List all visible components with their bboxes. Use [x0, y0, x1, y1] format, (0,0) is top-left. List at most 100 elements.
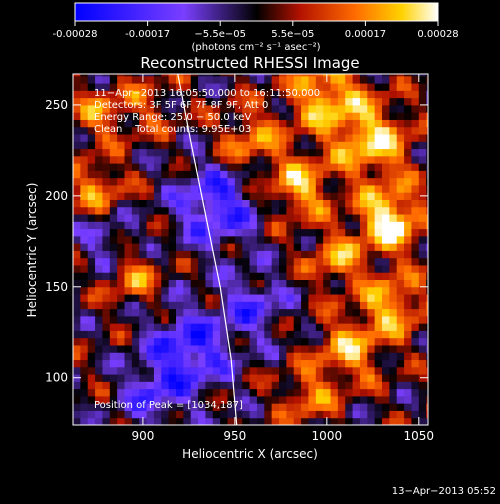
heatmap-cell	[404, 264, 412, 273]
heatmap-cell	[286, 228, 295, 237]
heatmap-cell	[352, 279, 361, 288]
heatmap-cell	[183, 243, 192, 251]
heatmap-cell	[337, 395, 346, 404]
heatmap-cell	[367, 330, 376, 339]
heatmap-cell	[256, 330, 265, 339]
heatmap-cell	[345, 126, 354, 135]
heatmap-cell	[330, 257, 339, 266]
heatmap-cell	[301, 112, 309, 120]
heatmap-cell	[168, 388, 177, 397]
heatmap-cell	[249, 75, 258, 84]
heatmap-cell	[87, 184, 96, 193]
heatmap-cell	[367, 395, 376, 404]
heatmap-cell	[153, 286, 162, 295]
heatmap-cell	[308, 323, 317, 331]
heatmap-cell	[256, 97, 265, 106]
heatmap-cell	[374, 75, 383, 84]
heatmap-cell	[404, 250, 412, 259]
heatmap-cell	[359, 83, 368, 91]
heatmap-cell	[264, 221, 273, 230]
heatmap-cell	[286, 279, 295, 288]
heatmap-cell	[102, 243, 111, 251]
heatmap-cell	[87, 170, 96, 179]
heatmap-cell	[117, 417, 126, 425]
heatmap-cell	[337, 359, 346, 368]
heatmap-cell	[117, 75, 126, 84]
heatmap-cell	[256, 308, 265, 317]
heatmap-cell	[73, 366, 81, 375]
heatmap-cell	[80, 381, 89, 390]
heatmap-cell	[426, 134, 428, 142]
heatmap-cell	[117, 374, 126, 382]
heatmap-cell	[411, 337, 420, 346]
heatmap-cell	[337, 323, 346, 331]
heatmap-cell	[426, 330, 428, 339]
heatmap-cell	[323, 97, 332, 106]
heatmap-cell	[426, 286, 428, 295]
heatmap-cell	[264, 344, 273, 353]
heatmap-cell	[426, 112, 428, 120]
heatmap-cell	[95, 279, 103, 288]
heatmap-cell	[426, 359, 428, 368]
heatmap-cell	[352, 235, 361, 244]
heatmap-cell	[426, 366, 428, 375]
heatmap-cell	[382, 315, 390, 324]
heatmap-cell	[198, 170, 206, 179]
heatmap-cell	[418, 366, 427, 375]
heatmap-cell	[359, 184, 368, 193]
heatmap-cell	[87, 344, 96, 353]
heatmap-cell	[418, 177, 427, 186]
heatmap-cell	[345, 366, 354, 375]
heatmap-cell	[161, 243, 170, 251]
heatmap-cell	[73, 243, 81, 251]
heatmap-cell	[124, 228, 133, 237]
heatmap-cell	[315, 410, 324, 419]
heatmap-cell	[205, 221, 214, 230]
heatmap-cell	[212, 90, 221, 99]
heatmap-cell	[279, 257, 287, 266]
heatmap-cell	[293, 294, 302, 302]
heatmap-cell	[176, 134, 184, 142]
heatmap-cell	[293, 257, 302, 266]
heatmap-cell	[176, 366, 184, 375]
heatmap-cell	[279, 90, 287, 99]
heatmap-cell	[337, 163, 346, 171]
heatmap-cell	[212, 257, 221, 266]
heatmap-cell	[131, 308, 140, 317]
heatmap-cell	[227, 104, 236, 113]
heatmap-cell	[131, 403, 140, 411]
heatmap-cell	[293, 286, 302, 295]
heatmap-cell	[227, 294, 236, 302]
heatmap-cell	[242, 192, 251, 200]
heatmap-cell	[124, 90, 133, 99]
heatmap-cell	[80, 119, 89, 128]
heatmap-cell	[279, 395, 287, 404]
heatmap-cell	[198, 221, 206, 230]
heatmap-cell	[367, 228, 376, 237]
heatmap-cell	[293, 184, 302, 193]
heatmap-cell	[80, 214, 89, 222]
heatmap-cell	[124, 141, 133, 150]
heatmap-cell	[109, 395, 118, 404]
heatmap-cell	[374, 264, 383, 273]
heatmap-cell	[205, 294, 214, 302]
heatmap-cell	[80, 359, 89, 368]
heatmap-cell	[308, 112, 317, 120]
heatmap-cell	[168, 294, 177, 302]
heatmap-cell	[426, 323, 428, 331]
heatmap-cell	[176, 308, 184, 317]
heatmap-cell	[271, 148, 280, 157]
heatmap-cell	[264, 163, 273, 171]
heatmap-cell	[80, 83, 89, 91]
heatmap-cell	[205, 126, 214, 135]
heatmap-cell	[73, 395, 81, 404]
heatmap-cell	[131, 323, 140, 331]
heatmap-cell	[279, 344, 287, 353]
heatmap-cell	[279, 359, 287, 368]
heatmap-cell	[396, 352, 405, 361]
heatmap-cell	[234, 221, 243, 230]
heatmap-cell	[256, 257, 265, 266]
heatmap-cell	[87, 337, 96, 346]
heatmap-cell	[330, 119, 339, 128]
heatmap-cell	[389, 257, 398, 266]
